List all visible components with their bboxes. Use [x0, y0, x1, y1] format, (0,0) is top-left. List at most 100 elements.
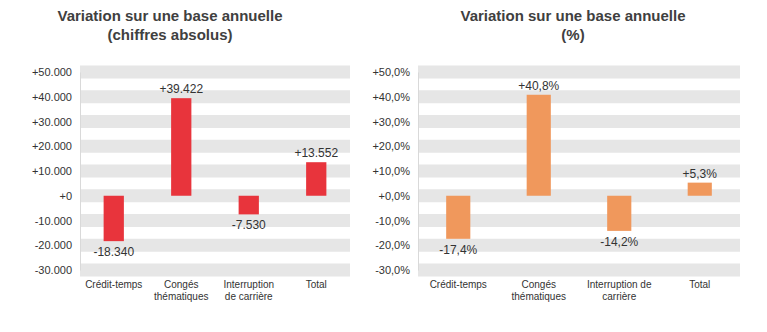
- y-tick-label: +30.000: [32, 116, 72, 128]
- x-tick-label: Total: [306, 279, 327, 290]
- chart-title: Variation sur une base annuelle: [57, 7, 282, 24]
- y-tick: +40,0%: [372, 91, 418, 103]
- y-tick-label: +20.000: [32, 140, 72, 152]
- y-tick: +20.000: [32, 140, 80, 152]
- x-tick-label-line: Congés: [522, 279, 556, 290]
- x-tick-label-line: de carrière: [225, 291, 273, 302]
- chart-panel: Variation sur une base annuelle (%) -30,0%…: [372, 7, 740, 302]
- grid-band: [418, 115, 740, 128]
- y-tick: -10.000: [35, 215, 80, 227]
- y-tick: +20,0%: [372, 140, 418, 152]
- x-tick-label-line: Total: [306, 279, 327, 290]
- x-tick-label-line: thématiques: [154, 291, 208, 302]
- y-tick: +50.000: [32, 66, 80, 78]
- bar: [306, 162, 326, 196]
- y-tick: +30.000: [32, 116, 80, 128]
- y-tick-label: -30,0%: [375, 264, 410, 276]
- y-tick: +0: [59, 190, 80, 202]
- y-tick-label: -10.000: [35, 215, 72, 227]
- x-tick: Congésthématiques: [154, 278, 208, 302]
- grid: [418, 66, 740, 277]
- x-tick-label: Total: [689, 279, 710, 290]
- y-tick: -20.000: [35, 239, 80, 251]
- grid-band: [80, 90, 350, 103]
- y-axis-line: [418, 73, 419, 271]
- data-label: -14,2%: [600, 235, 638, 249]
- grid-band: [418, 140, 740, 153]
- y-tick: -30.000: [35, 264, 80, 276]
- y-tick-label: +40,0%: [372, 91, 410, 103]
- chart-subtitle: (chiffres absolus): [107, 26, 232, 43]
- grid: [80, 66, 350, 277]
- bar: [239, 196, 259, 215]
- grid-band: [418, 66, 740, 79]
- data-label: +13.552: [294, 146, 338, 160]
- x-tick-label-line: thématiques: [512, 291, 566, 302]
- y-tick-label: +30,0%: [372, 116, 410, 128]
- x-axis: Crédit-tempsCongésthématiquesInterruptio…: [430, 278, 711, 302]
- x-tick-label: Congésthématiques: [512, 279, 566, 302]
- y-axis: -30.000 -20.000 -10.000 +0 +10.000 +20.000 +30…: [32, 66, 81, 276]
- x-tick-label: Interruptionde carrière: [223, 279, 274, 302]
- bar: [104, 196, 124, 241]
- chart-title: Variation sur une base annuelle: [460, 7, 685, 24]
- x-tick: Total: [306, 278, 327, 290]
- y-tick-label: +50.000: [32, 66, 72, 78]
- x-tick: Total: [689, 278, 710, 290]
- bar: [688, 183, 712, 196]
- grid-band: [80, 115, 350, 128]
- bar: [171, 98, 191, 196]
- y-tick: +40.000: [32, 91, 80, 103]
- data-label: +39.422: [159, 82, 203, 96]
- y-tick-label: +40.000: [32, 91, 72, 103]
- x-tick: Interruption decarrière: [587, 278, 652, 302]
- bar: [527, 95, 551, 196]
- y-tick-label: -20,0%: [375, 239, 410, 251]
- x-tick-label-line: Total: [689, 279, 710, 290]
- x-tick-label: Congésthématiques: [154, 279, 208, 302]
- x-tick-label-line: Interruption: [223, 279, 274, 290]
- bars: [104, 98, 327, 241]
- data-label: -17,4%: [439, 243, 477, 257]
- x-tick: Crédit-temps: [85, 278, 142, 290]
- y-tick: -10,0%: [375, 215, 418, 227]
- y-tick-label: +10,0%: [372, 165, 410, 177]
- y-tick: +50,0%: [372, 66, 418, 78]
- data-label: -18.340: [93, 245, 134, 259]
- grid-band: [418, 90, 740, 103]
- chart-panel: Variation sur une base annuelle (chiffres…: [32, 7, 350, 302]
- y-tick-label: +0: [59, 190, 72, 202]
- data-labels: -18.340+39.422-7.530+13.552: [93, 82, 338, 259]
- data-label: +5,3%: [683, 167, 718, 181]
- y-tick-label: +0,0%: [379, 190, 411, 202]
- bar: [446, 196, 470, 239]
- y-tick-label: +20,0%: [372, 140, 410, 152]
- y-tick: +10,0%: [372, 165, 418, 177]
- y-tick-label: -20.000: [35, 239, 72, 251]
- y-tick: +30,0%: [372, 116, 418, 128]
- x-tick: Interruptionde carrière: [223, 278, 274, 302]
- chart-subtitle: (%): [561, 26, 584, 43]
- grid-band: [80, 264, 350, 277]
- y-axis: -30,0% -20,0% -10,0% +0,0% +10,0% +20,0% +30,0…: [372, 66, 418, 276]
- bars: [446, 95, 712, 239]
- bar: [607, 196, 631, 231]
- y-tick: -20,0%: [375, 239, 418, 251]
- x-tick-label: Interruption decarrière: [587, 279, 652, 302]
- grid-band: [418, 264, 740, 277]
- x-tick-label-line: Crédit-temps: [85, 279, 142, 290]
- x-tick-label-line: Congés: [164, 279, 198, 290]
- y-tick-label: +10.000: [32, 165, 72, 177]
- y-tick-label: -10,0%: [375, 215, 410, 227]
- x-axis: Crédit-temps Congésthématiques Interruptio…: [85, 278, 327, 302]
- x-tick: Congésthématiques: [512, 278, 566, 302]
- x-tick-label: Crédit-temps: [85, 279, 142, 290]
- chart-canvas: Variation sur une base annuelle (chiffres…: [0, 0, 767, 332]
- grid-band: [80, 66, 350, 79]
- data-label: +40,8%: [518, 79, 559, 93]
- y-tick: +10.000: [32, 165, 80, 177]
- y-tick-label: +50,0%: [372, 66, 410, 78]
- x-tick-label-line: Interruption de: [587, 279, 652, 290]
- y-axis-line: [80, 73, 81, 271]
- data-labels: -17,4% +40,8% -14,2% +5,3%: [439, 79, 717, 257]
